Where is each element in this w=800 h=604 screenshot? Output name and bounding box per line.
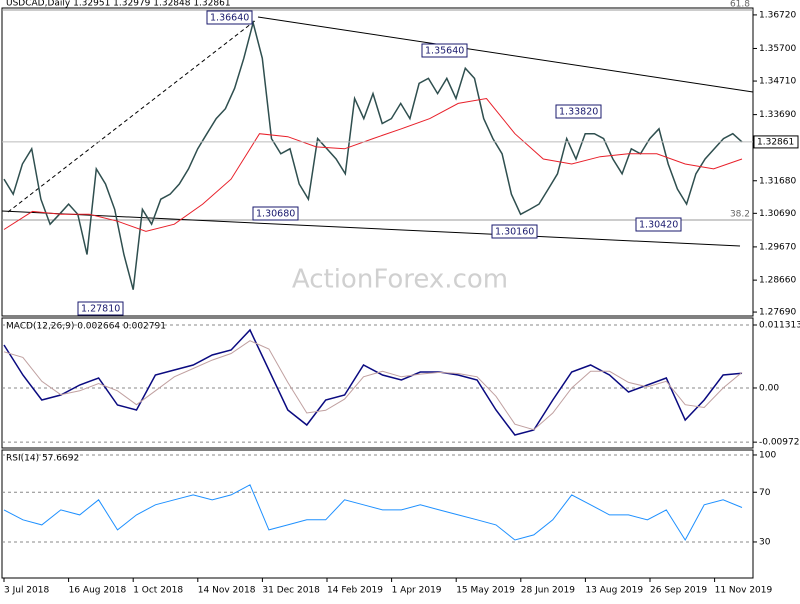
x-tick-label: 14 Feb 2019 (327, 586, 383, 596)
y-tick-label: 1.29670 (759, 242, 796, 252)
x-tick-label: 1 Apr 2019 (392, 586, 442, 596)
y-tick-label: 1.27690 (759, 308, 796, 318)
annotation-box (555, 104, 602, 119)
annotation-box (491, 224, 538, 239)
y-tick-label: 0.011313 (759, 320, 800, 330)
y-tick-label: 100 (759, 450, 776, 460)
y-tick-label: 1.33690 (759, 110, 796, 120)
chart-title: USDCAD,Daily 1.32951 1.32979 1.32848 1.3… (6, 0, 231, 9)
annotation-box (421, 43, 468, 58)
last-price-box (753, 135, 799, 149)
series-line (3, 340, 743, 431)
trendline (7, 19, 257, 213)
x-tick-label: 31 Dec 2018 (262, 586, 320, 596)
annotation-box (635, 217, 682, 232)
macd-panel (1, 317, 754, 449)
trendline (1, 210, 741, 247)
annotation: 1.27810 (81, 304, 120, 315)
rsi-panel (1, 449, 754, 579)
x-tick-label: 28 Jun 2019 (521, 586, 575, 596)
x-tick-label: 26 Sep 2019 (650, 586, 707, 596)
annotation: 1.36640 (210, 13, 249, 24)
annotation-box (206, 10, 253, 25)
annotation: 1.35640 (425, 46, 464, 57)
y-tick-label: 1.36720 (759, 10, 796, 20)
price-panel (1, 7, 754, 317)
annotation: 1.33820 (559, 107, 598, 118)
y-tick-label: 1.34710 (759, 77, 796, 87)
annotation: 1.30680 (256, 209, 295, 220)
fib-label: 61.8 (730, 0, 750, 10)
y-tick-label: 1.35700 (759, 44, 796, 54)
rsi-title: RSI(14) 57.6692 (6, 454, 79, 464)
series-line (3, 328, 743, 436)
x-tick-label: 11 Nov 2019 (715, 586, 773, 596)
watermark: ActionForex.com (292, 265, 508, 295)
y-tick-label: 1.28660 (759, 276, 796, 286)
annotation-box (77, 301, 124, 316)
fib-label: 38.2 (730, 210, 750, 220)
y-tick-label: 1.31680 (759, 176, 796, 186)
annotation-box (252, 206, 299, 221)
y-tick-label: -0.009729 (759, 438, 800, 448)
series-line (3, 19, 743, 290)
last-price-label: 1.32861 (757, 137, 794, 147)
series-line (3, 484, 743, 541)
annotation: 1.30420 (639, 220, 678, 231)
y-tick-label: 1.30690 (759, 209, 796, 219)
x-tick-label: 1 Oct 2018 (133, 586, 183, 596)
series-line (3, 97, 743, 232)
trendline (257, 16, 754, 93)
y-tick-label: 30 (759, 537, 771, 547)
y-tick-label: 0.00 (759, 383, 779, 393)
annotation: 1.30160 (495, 227, 534, 238)
x-tick-label: 14 Nov 2018 (198, 586, 256, 596)
x-tick-label: 13 Aug 2019 (585, 586, 643, 596)
macd-title: MACD(12,26,9) 0.002664 0.002791 (6, 322, 166, 332)
x-tick-label: 15 May 2019 (456, 586, 515, 596)
y-tick-label: 70 (759, 488, 771, 498)
x-tick-label: 3 Jul 2018 (4, 586, 49, 596)
x-tick-label: 16 Aug 2018 (69, 586, 127, 596)
